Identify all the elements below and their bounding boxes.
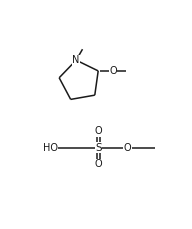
- Text: N: N: [73, 55, 80, 65]
- Text: O: O: [109, 66, 117, 76]
- Text: HO: HO: [43, 143, 58, 153]
- Text: O: O: [95, 159, 102, 169]
- Text: S: S: [95, 143, 102, 153]
- Text: O: O: [95, 126, 102, 136]
- Text: O: O: [124, 143, 131, 153]
